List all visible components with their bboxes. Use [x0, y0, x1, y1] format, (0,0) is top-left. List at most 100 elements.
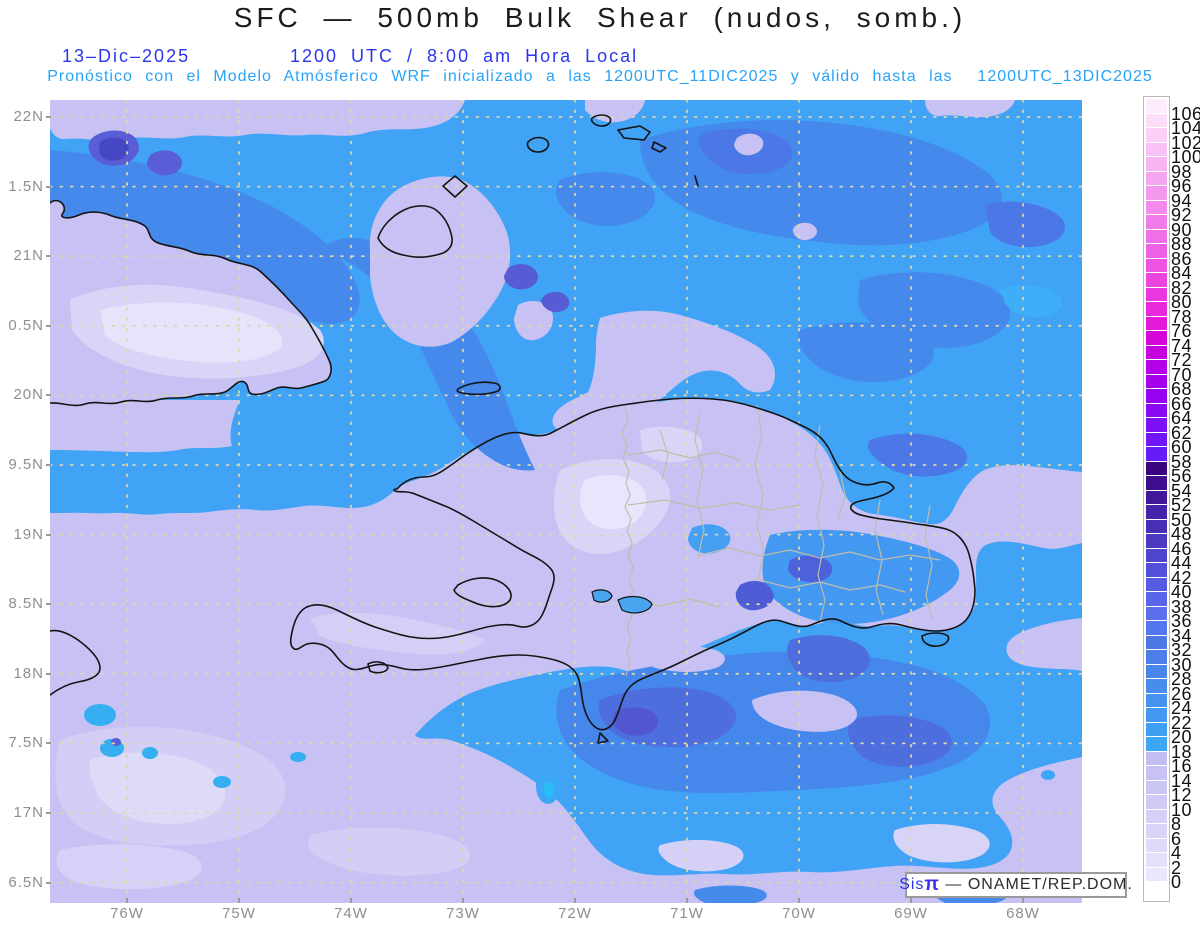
colorbar-label: 72	[1171, 350, 1193, 370]
lon-tick	[798, 898, 800, 903]
lat-label-6.5N: 6.5N	[8, 873, 44, 891]
colorbar-label: 106	[1171, 103, 1200, 124]
colorbar-label: 38	[1171, 596, 1193, 617]
page-title: SFC — 500mb Bulk Shear (nudos, somb.)	[233, 2, 967, 33]
colorbar-cell	[1146, 432, 1167, 447]
colorbar-label: 18	[1171, 741, 1193, 762]
colorbar-label: 24	[1171, 698, 1193, 718]
lat-label-0.5N: 0.5N	[8, 316, 44, 334]
colorbar-cell	[1146, 867, 1167, 882]
colorbar-label: 58	[1171, 451, 1193, 472]
colorbar-cell	[1146, 287, 1167, 302]
colorbar-cell	[1146, 505, 1167, 519]
colorbar-cell	[1146, 577, 1167, 592]
lat-label-1.5N: 1.5N	[8, 177, 44, 195]
colorbar-label: 84	[1171, 263, 1193, 283]
lon-label-76W: 76W	[110, 905, 144, 922]
colorbar-label: 2	[1171, 857, 1182, 878]
lon-label-75W: 75W	[222, 905, 256, 922]
cuba-coastline	[50, 199, 332, 407]
colorbar-cell	[1146, 302, 1167, 316]
colorbar-label: 42	[1171, 567, 1193, 588]
lat-label-7.5N: 7.5N	[8, 734, 44, 752]
colorbar-cell	[1146, 592, 1167, 606]
colorbar-cell	[1146, 403, 1167, 418]
colorbar-cell	[1146, 128, 1167, 142]
forecast-date: 13–Dic–2025	[62, 46, 191, 66]
lon-label-72W: 72W	[558, 905, 592, 922]
colorbar-label: 56	[1171, 466, 1193, 486]
field-dark-spots	[88, 130, 570, 313]
lakes	[591, 589, 653, 614]
jamaica-coastline	[50, 629, 101, 696]
colorbar-label: 76	[1171, 321, 1193, 341]
colorbar-cell	[1146, 418, 1167, 432]
lon-label-68W: 68W	[1006, 905, 1040, 922]
colorbar-label: 36	[1171, 611, 1193, 631]
colorbar-cell	[1146, 519, 1167, 534]
colorbar-cell	[1146, 345, 1167, 360]
vache-island	[367, 661, 389, 674]
watermark-pi-icon: π	[924, 874, 940, 895]
colorbar-cell	[1146, 171, 1167, 186]
colorbar-label: 14	[1171, 770, 1193, 791]
colorbar-cell	[1146, 780, 1167, 795]
lat-label-19N: 19N	[13, 525, 44, 543]
colorbar-label: 82	[1171, 277, 1193, 298]
colorbar-cell	[1146, 751, 1167, 766]
lat-label-21N: 21N	[13, 247, 44, 265]
caicos-islands	[526, 136, 550, 153]
colorbar-label: 16	[1171, 756, 1193, 776]
coastlines	[50, 114, 976, 744]
colorbar-cell	[1146, 795, 1167, 809]
colorbar-cell	[1146, 693, 1167, 708]
lat-tick	[46, 603, 51, 606]
beata-island	[597, 732, 609, 744]
lat-tick	[46, 812, 51, 814]
colorbar-cell	[1146, 722, 1167, 737]
weather-map	[50, 100, 1082, 903]
colorbar-label: 22	[1171, 712, 1193, 733]
colorbar-cell	[1146, 461, 1167, 476]
field-island-interior-blue	[688, 524, 960, 625]
lon-label-70W: 70W	[782, 905, 816, 922]
gonave-island	[453, 577, 512, 608]
lat-label-18N: 18N	[13, 664, 44, 682]
lat-label-20N: 20N	[13, 386, 44, 404]
colorbar-cell	[1146, 737, 1167, 751]
colorbar-label: 68	[1171, 379, 1193, 399]
lat-tick	[46, 255, 51, 258]
lon-tick	[350, 898, 352, 903]
lat-tick	[46, 672, 51, 675]
colorbar-cell	[1146, 215, 1167, 229]
colorbar-cell	[1146, 99, 1167, 113]
colorbar-cell	[1146, 244, 1167, 258]
colorbar-label: 98	[1171, 161, 1193, 182]
colorbar-label: 48	[1171, 524, 1193, 544]
colorbar-cell	[1146, 157, 1167, 171]
colorbar-cell	[1146, 374, 1167, 389]
map-canvas	[50, 100, 1082, 903]
lat-tick	[46, 116, 51, 118]
colorbar-label: 26	[1171, 683, 1193, 704]
colorbar-label: 66	[1171, 393, 1193, 414]
colorbar-label: 102	[1171, 132, 1200, 153]
lat-tick	[46, 533, 51, 536]
colorbar-label: 8	[1171, 814, 1182, 834]
forecast-time: 1200 UTC / 8:00 am Hora Local	[290, 46, 639, 66]
colorbar-cell	[1146, 534, 1167, 548]
lon-tick	[686, 898, 688, 903]
colorbar-label: 50	[1171, 509, 1193, 530]
colorbar-cell	[1146, 650, 1167, 664]
colorbar-cell	[1146, 142, 1167, 157]
colorbar-label: 52	[1171, 495, 1193, 515]
lon-label-74W: 74W	[334, 905, 368, 922]
colorbar-label: 64	[1171, 408, 1193, 428]
watermark-brand: Sis	[899, 876, 925, 893]
colorbar-label: 4	[1171, 843, 1182, 863]
field-southeast-texture	[556, 635, 990, 872]
colorbar-label: 92	[1171, 205, 1193, 225]
colorbar-label: 6	[1171, 828, 1182, 849]
colorbar-cell	[1146, 186, 1167, 200]
colorbar-label: 44	[1171, 553, 1193, 573]
